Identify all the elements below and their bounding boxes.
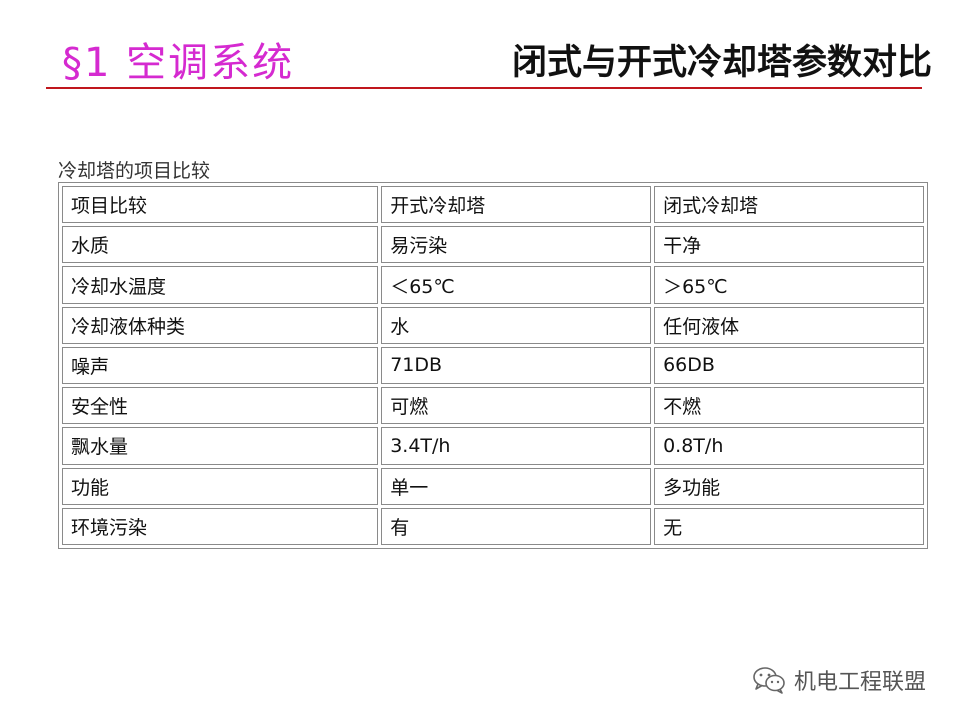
table-cell: 冷却水温度 <box>62 266 379 304</box>
table-cell: 噪声 <box>62 346 379 385</box>
table-cell: 冷却液体种类 <box>62 306 379 344</box>
table-cell: 安全性 <box>62 387 379 425</box>
table-cell: 环境污染 <box>62 507 379 545</box>
table-cell: 功能 <box>62 467 379 505</box>
table-row: 冷却液体种类 水 任何液体 <box>62 306 924 344</box>
table-cell: 66DB <box>654 346 924 385</box>
table-row: 噪声 71DB 66DB <box>62 346 924 385</box>
watermark: 机电工程联盟 <box>752 664 926 696</box>
table-cell: ＜65℃ <box>381 266 652 304</box>
table-cell: 71DB <box>381 346 652 385</box>
table-row: 冷却水温度 ＜65℃ ＞65℃ <box>62 266 924 304</box>
table-cell: 可燃 <box>381 387 652 425</box>
table-row: 环境污染 有 无 <box>62 507 924 545</box>
table-row: 安全性 可燃 不燃 <box>62 387 924 425</box>
page-title: 闭式与开式冷却塔参数对比 <box>511 43 932 83</box>
table-row: 功能 单一 多功能 <box>62 467 924 505</box>
table-cell: 飘水量 <box>62 427 379 465</box>
table-caption: 冷却塔的项目比较 <box>58 160 211 182</box>
table-cell: 3.4T/h <box>381 427 652 465</box>
table-cell: 任何液体 <box>654 306 924 344</box>
title-divider <box>46 87 922 89</box>
table-cell: 不燃 <box>654 387 924 425</box>
wechat-icon <box>753 667 785 694</box>
table-cell: 有 <box>381 507 652 545</box>
table-cell: 干净 <box>654 226 924 264</box>
comparison-table: 项目比较 开式冷却塔 闭式冷却塔 水质 易污染 干净 冷却水温度 ＜65℃ ＞6… <box>58 182 928 549</box>
table-cell: 单一 <box>381 467 652 505</box>
section-title: §1 空调系统 <box>62 40 295 86</box>
watermark-text: 机电工程联盟 <box>793 670 926 695</box>
table-cell: 无 <box>654 507 924 545</box>
table-cell: ＞65℃ <box>654 266 924 304</box>
table-cell: 水 <box>381 306 652 344</box>
table-cell: 0.8T/h <box>654 427 924 465</box>
table-row: 水质 易污染 干净 <box>62 226 924 264</box>
table-cell: 水质 <box>62 226 379 264</box>
table-header-row: 项目比较 开式冷却塔 闭式冷却塔 <box>62 186 924 224</box>
table-cell: 多功能 <box>654 467 924 505</box>
header-cell-item: 项目比较 <box>62 186 379 224</box>
header-cell-closed-tower: 闭式冷却塔 <box>654 186 924 224</box>
header-cell-open-tower: 开式冷却塔 <box>381 186 652 224</box>
table-cell: 易污染 <box>381 226 652 264</box>
table-row: 飘水量 3.4T/h 0.8T/h <box>62 427 924 465</box>
